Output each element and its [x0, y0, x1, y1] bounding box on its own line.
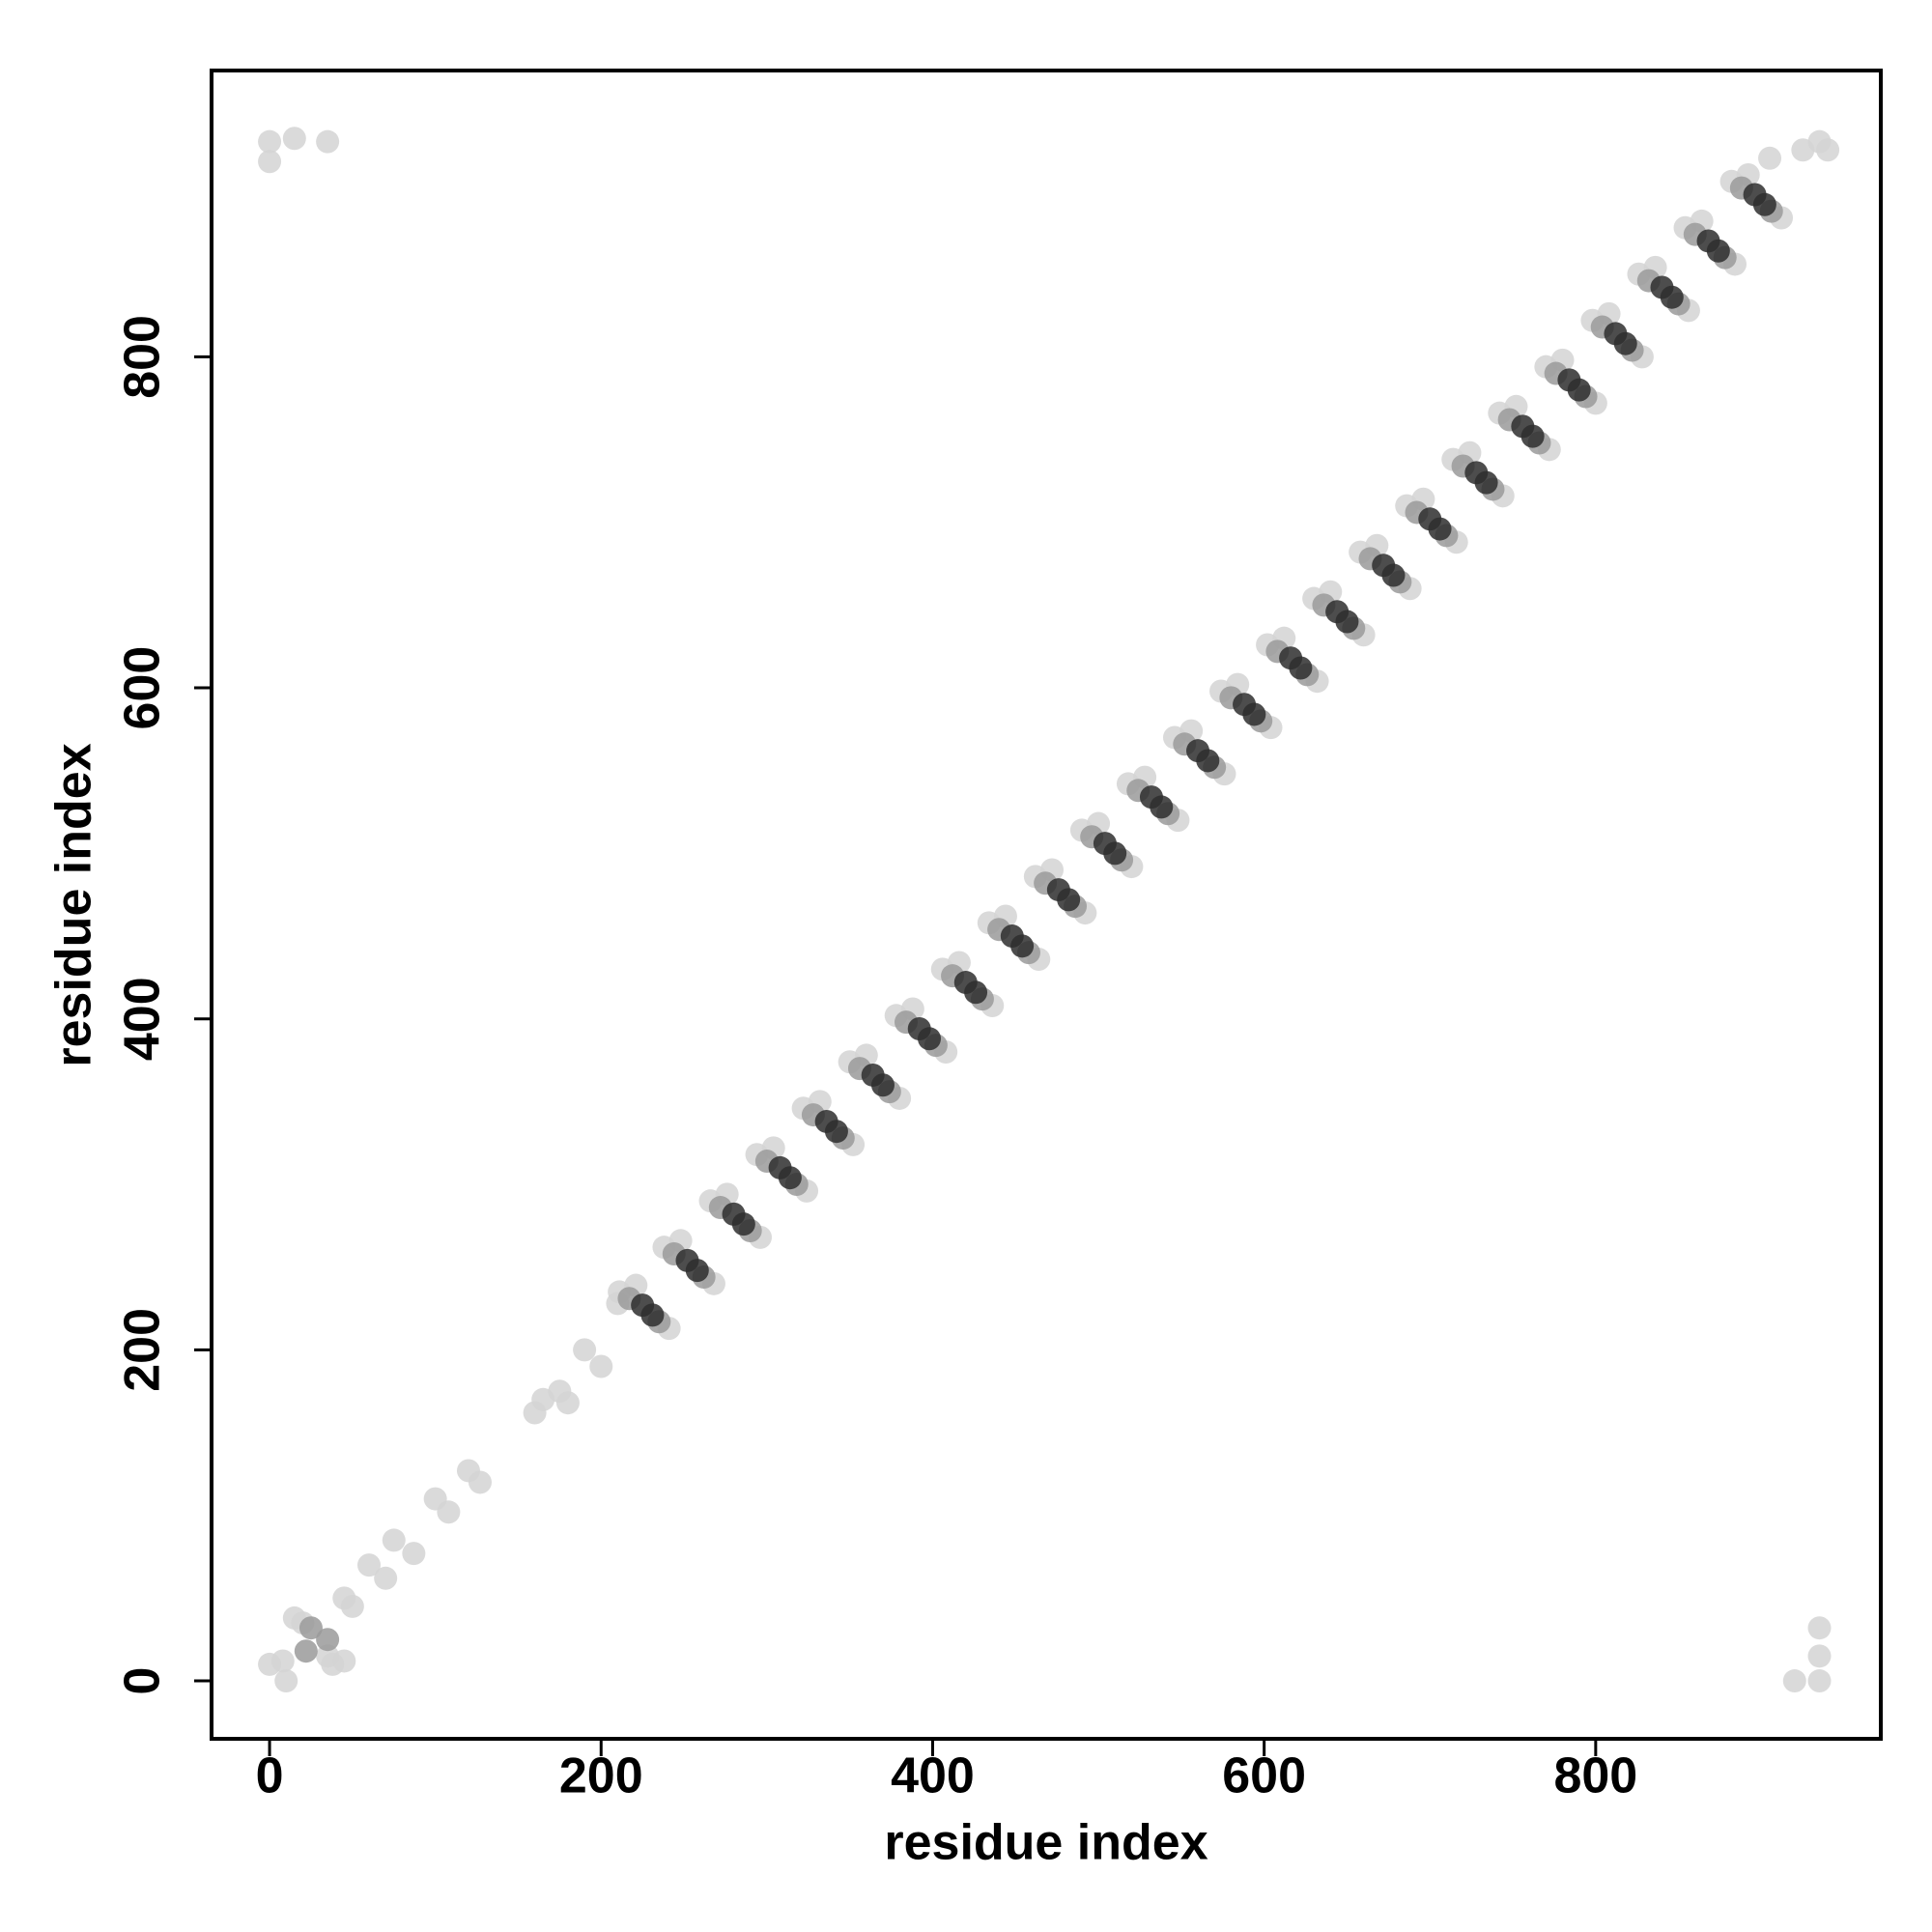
point	[1242, 702, 1266, 726]
point	[1381, 563, 1406, 587]
point	[1613, 331, 1637, 355]
point	[402, 1542, 426, 1566]
point	[1474, 470, 1498, 495]
point	[298, 1616, 323, 1640]
x-tick-label: 800	[1553, 1748, 1637, 1804]
x-axis-title: residue index	[884, 1815, 1208, 1871]
point	[1567, 378, 1591, 402]
point	[1196, 749, 1220, 773]
y-tick-label: 0	[115, 1667, 171, 1695]
y-tick-label: 600	[115, 646, 171, 730]
point	[1660, 285, 1684, 309]
point	[468, 1470, 492, 1494]
point	[374, 1566, 398, 1590]
y-tick-label: 200	[115, 1308, 171, 1392]
point	[270, 1649, 295, 1673]
point	[555, 1391, 580, 1415]
plot-frame	[210, 69, 1883, 1741]
point	[1428, 517, 1452, 541]
point	[1807, 1644, 1832, 1668]
point	[282, 127, 306, 151]
point	[316, 129, 340, 154]
point	[778, 1166, 802, 1190]
y-axis-title: residue index	[46, 743, 102, 1066]
point	[258, 150, 282, 174]
point	[332, 1649, 356, 1673]
point	[382, 1528, 406, 1552]
point	[1706, 239, 1730, 263]
point	[258, 129, 282, 154]
point	[573, 1338, 597, 1362]
x-tick-label: 0	[256, 1748, 284, 1804]
point	[316, 1628, 340, 1652]
point	[1289, 656, 1313, 680]
point	[357, 1553, 382, 1577]
point	[1057, 888, 1081, 912]
point	[870, 1073, 895, 1097]
point	[1816, 138, 1840, 162]
point	[437, 1500, 461, 1524]
point	[918, 1027, 942, 1051]
point	[640, 1303, 665, 1327]
point	[1807, 1669, 1832, 1693]
point	[964, 980, 988, 1005]
y-tick-label: 800	[115, 315, 171, 399]
point	[294, 1639, 318, 1663]
point	[1752, 192, 1776, 216]
point	[1103, 841, 1127, 866]
point	[1335, 610, 1359, 634]
point	[1807, 1616, 1832, 1640]
point	[340, 1594, 364, 1618]
point	[274, 1669, 298, 1693]
point	[589, 1354, 613, 1378]
point	[1010, 934, 1035, 958]
x-tick-label: 200	[559, 1748, 643, 1804]
point	[1782, 1669, 1806, 1693]
point	[685, 1259, 709, 1283]
x-tick-label: 600	[1222, 1748, 1306, 1804]
x-tick-label: 400	[891, 1748, 975, 1804]
point	[1520, 424, 1545, 448]
y-tick-label: 400	[115, 977, 171, 1061]
point	[824, 1120, 848, 1144]
point	[731, 1212, 755, 1236]
point	[1758, 146, 1782, 170]
point	[1150, 795, 1174, 819]
